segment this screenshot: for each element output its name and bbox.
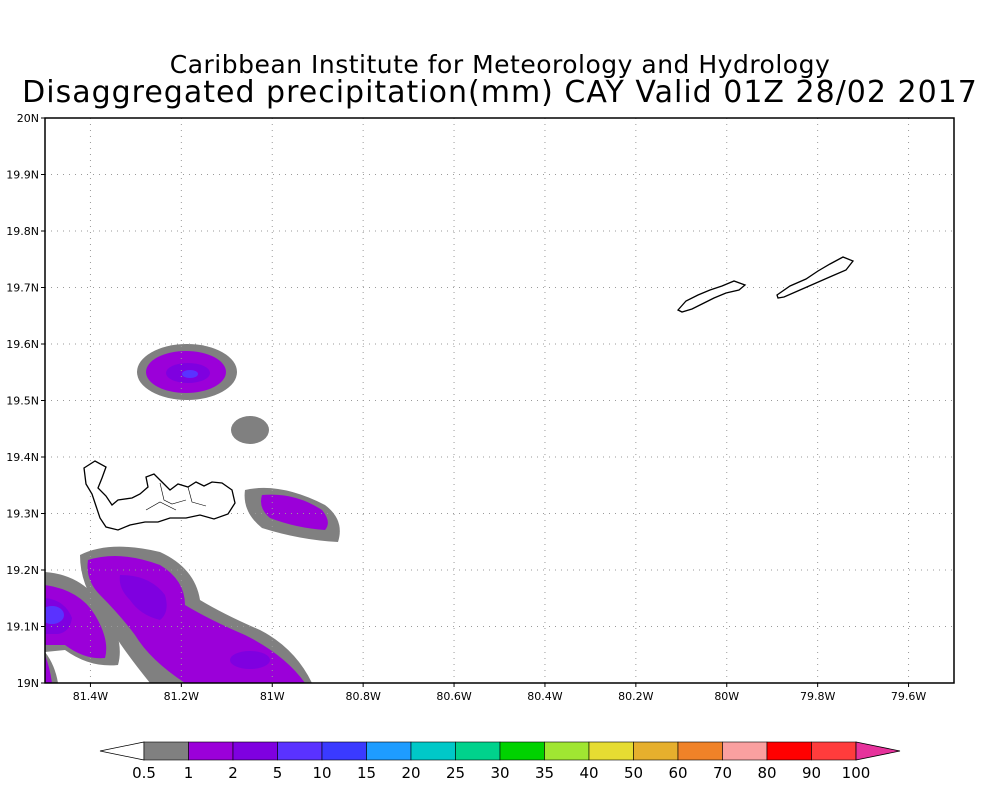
colorbar-label: 25 [446,764,465,782]
colorbar-label: 50 [624,764,643,782]
colorbar-label: 100 [842,764,871,782]
lon-tick-label: 79.8W [800,690,835,703]
lon-tick-label: 80W [714,690,739,703]
colorbar-swatch [499,741,545,761]
colorbar-swatch [321,741,367,761]
lon-tick-label: 80.8W [345,690,380,703]
lat-tick-label: 19N [17,677,39,690]
lat-tick-label: 19.5N [6,395,39,408]
colorbar-swatch [410,741,456,761]
colorbar-label: 70 [713,764,732,782]
colorbar-swatch [232,741,278,761]
colorbar-label: 30 [490,764,509,782]
colorbar-swatch [366,741,412,761]
precipitation-field [45,344,340,683]
colorbar-label: 10 [312,764,331,782]
colorbar-label: 1 [184,764,194,782]
colorbar-label: 60 [668,764,687,782]
latitude-axis: 20N 19.9N 19.8N 19.7N 19.6N 19.5N 19.4N 19.3N 19… [6,112,45,690]
precip-cell-small [231,416,269,444]
lat-tick-label: 19.4N [6,451,39,464]
map-grid [45,118,954,683]
lon-tick-label: 81W [260,690,285,703]
colorbar-label: 35 [535,764,554,782]
lon-tick-label: 80.4W [527,690,562,703]
colorbar-label: 5 [273,764,283,782]
colorbar-swatch [677,741,723,761]
lat-tick-label: 19.6N [6,338,39,351]
title-line-1: Caribbean Institute for Meteorology and … [169,50,831,79]
colorbar-label: 0.5 [132,764,156,782]
colorbar-swatch [143,741,189,761]
lat-tick-label: 19.9N [6,169,39,182]
colorbar-swatch [188,741,234,761]
precip-cell-east [244,487,340,542]
colorbar-swatch [766,741,812,761]
little-cayman-island [676,280,747,313]
lat-tick-label: 19.2N [6,564,39,577]
colorbar-low-triangle [99,741,145,761]
title-line-2: Disaggregated precipitation(mm) CAY Vali… [22,75,978,110]
precip-band-south [45,546,312,683]
colorbar-swatch [633,741,679,761]
colorbar-swatch [722,741,768,761]
colorbar: 0.5 1 2 5 10 15 20 25 30 35 40 50 60 70 80 90 100 [99,741,901,782]
lat-tick-label: 19.3N [6,508,39,521]
colorbar-swatch [588,741,634,761]
colorbar-label: 20 [401,764,420,782]
lat-tick-label: 20N [17,112,39,125]
lat-tick-label: 19.8N [6,225,39,238]
lon-tick-label: 81.2W [164,690,199,703]
colorbar-label: 2 [228,764,238,782]
colorbar-swatch [277,741,323,761]
colorbar-swatch [544,741,590,761]
colorbar-swatch [455,741,501,761]
grand-cayman-island [83,460,236,531]
colorbar-label: 40 [579,764,598,782]
colorbar-label: 90 [802,764,821,782]
lon-tick-label: 79.6W [891,690,926,703]
colorbar-high-triangle [855,741,901,761]
lon-tick-label: 81.4W [73,690,108,703]
longitude-axis: 81.4W 81.2W 81W 80.8W 80.6W 80.4W 80.2W 80W 79.8… [73,683,926,703]
colorbar-label: 80 [757,764,776,782]
lon-tick-label: 80.6W [436,690,471,703]
colorbar-label: 15 [357,764,376,782]
lat-tick-label: 19.1N [6,621,39,634]
lat-tick-label: 19.7N [6,282,39,295]
cayman-brac-island [776,256,855,299]
lon-tick-label: 80.2W [618,690,653,703]
precip-cell-north [137,344,237,400]
colorbar-swatch [811,741,857,761]
